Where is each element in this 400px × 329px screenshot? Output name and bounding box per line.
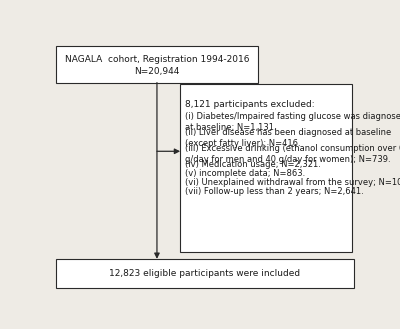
Text: 8,121 participants excluded:: 8,121 participants excluded: (185, 100, 314, 109)
Text: (vi) Unexplained withdrawal from the survey; N=10.: (vi) Unexplained withdrawal from the sur… (185, 178, 400, 187)
Text: (iii) Excessive drinking (ethanol consumption over 60
g/day for men and 40 g/day: (iii) Excessive drinking (ethanol consum… (185, 144, 400, 164)
Text: (i) Diabetes/Impaired fasting glucose was diagnosed
at baseline; N=1,131.: (i) Diabetes/Impaired fasting glucose wa… (185, 112, 400, 132)
Text: (vii) Follow-up less than 2 years; N=2,641.: (vii) Follow-up less than 2 years; N=2,6… (185, 187, 364, 196)
Text: N=20,944: N=20,944 (134, 67, 180, 76)
Text: NAGALA  cohort, Registration 1994-2016: NAGALA cohort, Registration 1994-2016 (65, 55, 249, 64)
Text: (v) incomplete data; N=863.: (v) incomplete data; N=863. (185, 169, 305, 178)
Bar (56, 46, 258, 83)
Text: (iv) Medication usage; N=2,321.: (iv) Medication usage; N=2,321. (185, 160, 321, 169)
Text: (ii) Liver disease has been diagnosed at baseline
(except fatty liver); N=416.: (ii) Liver disease has been diagnosed at… (185, 128, 391, 148)
Bar (56, 259, 354, 288)
Bar (180, 84, 352, 252)
Text: 12,823 eligible participants were included: 12,823 eligible participants were includ… (110, 269, 300, 278)
